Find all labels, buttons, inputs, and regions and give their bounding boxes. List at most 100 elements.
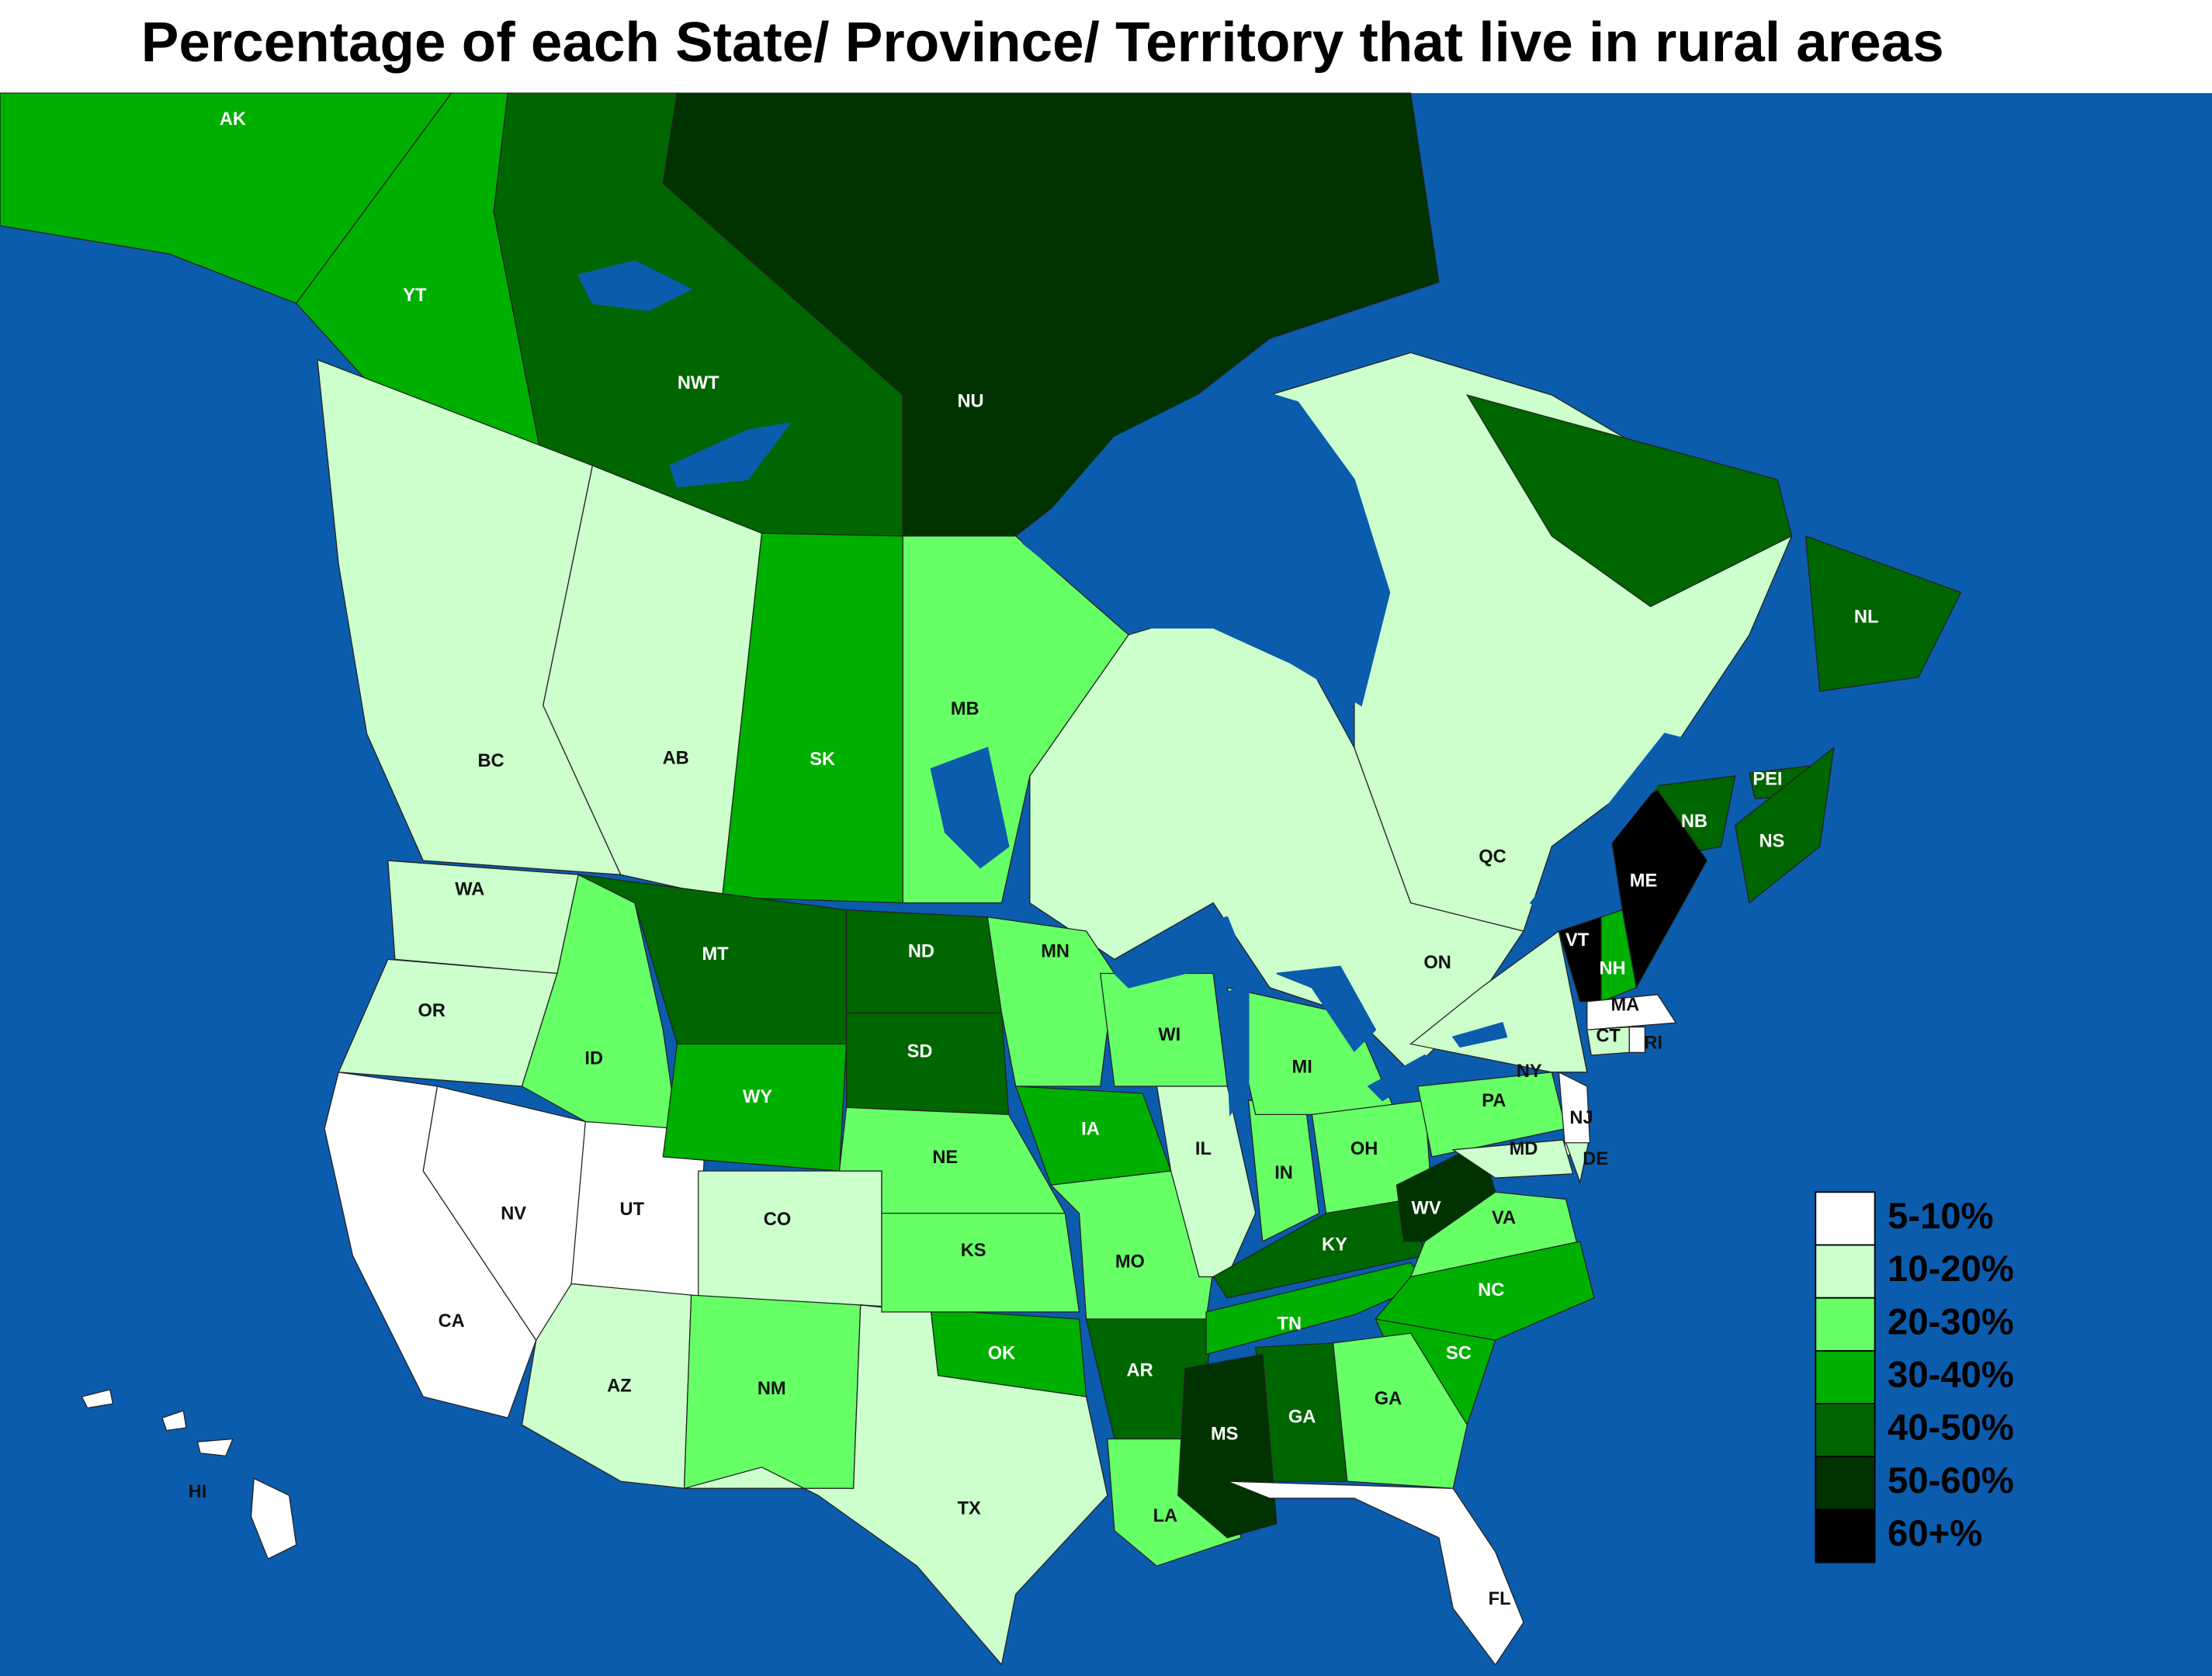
region-label: WI	[1158, 1025, 1181, 1045]
region-label: WY	[743, 1087, 772, 1107]
region-label: OR	[418, 1001, 445, 1021]
region-shape	[1177, 1353, 1278, 1539]
region-shape	[387, 860, 579, 975]
region-label: WA	[455, 880, 484, 900]
region-shape	[845, 1012, 1010, 1116]
legend-swatch	[1815, 1297, 1876, 1352]
lake-superior	[1113, 916, 1243, 989]
region-shape	[698, 1170, 882, 1313]
legend-swatch	[1815, 1403, 1876, 1458]
legend-label: 60+%	[1888, 1513, 1982, 1554]
region-shape	[1628, 1027, 1645, 1053]
legend-label: 5-10%	[1888, 1196, 1994, 1237]
region-label: NE	[932, 1148, 958, 1168]
region-shape	[1465, 394, 1793, 608]
region-label: MN	[1041, 942, 1070, 962]
region-label: PA	[1482, 1091, 1506, 1111]
region-shape	[1734, 746, 1835, 904]
region-label: SD	[907, 1042, 933, 1062]
region-shape	[1558, 1071, 1591, 1158]
region-label: AZ	[607, 1376, 631, 1397]
region-label: HI	[189, 1482, 207, 1502]
lake-huron	[1276, 965, 1377, 1052]
legend-swatch	[1815, 1508, 1876, 1563]
region-shape	[1227, 1480, 1524, 1666]
map-title: Percentage of each State/ Province/ Terr…	[141, 11, 1944, 74]
region-label: MD	[1510, 1139, 1538, 1159]
region-shape	[0, 92, 452, 304]
region-label: MI	[1292, 1058, 1312, 1078]
region-label: AR	[1127, 1361, 1153, 1381]
region-label: TN	[1278, 1314, 1302, 1335]
region-label: DE	[1583, 1149, 1608, 1169]
region-shape	[81, 1389, 114, 1409]
region-label: WV	[1412, 1198, 1441, 1218]
lake-ontario	[1451, 1022, 1508, 1048]
region-label: CO	[764, 1210, 791, 1230]
region-label: BC	[477, 751, 504, 771]
legend-label: 30-40%	[1888, 1354, 2014, 1395]
region-label: OH	[1350, 1139, 1378, 1159]
legend-label: 20-30%	[1888, 1301, 2014, 1342]
region-label: MO	[1115, 1252, 1145, 1273]
region-label: CT	[1596, 1027, 1621, 1047]
region-label: NS	[1759, 832, 1784, 852]
region-label: NM	[758, 1379, 786, 1399]
lake-erie	[1367, 1054, 1441, 1102]
legend-label: 40-50%	[1888, 1408, 2014, 1449]
region-shape	[521, 874, 678, 1130]
region-shape	[662, 1043, 848, 1172]
region-label: NV	[501, 1204, 526, 1224]
region-label: MB	[951, 699, 979, 719]
region-label: SC	[1446, 1344, 1472, 1364]
region-label: ON	[1423, 953, 1451, 973]
region-label: YT	[403, 286, 427, 306]
water-bodies	[577, 260, 1694, 1117]
region-shape	[1805, 535, 1962, 692]
region-shape	[250, 1477, 297, 1560]
region-label: QC	[1479, 847, 1506, 867]
region-label: VT	[1565, 930, 1590, 951]
region-label: SK	[810, 750, 835, 770]
region-label: ID	[584, 1049, 603, 1069]
region-label: KS	[961, 1241, 986, 1261]
region-label: AK	[220, 109, 246, 130]
regions	[0, 92, 1962, 1666]
region-label: RI	[1644, 1034, 1662, 1054]
region-label: FL	[1489, 1589, 1511, 1609]
legend-swatch	[1815, 1191, 1876, 1246]
region-label: NJ	[1569, 1108, 1593, 1128]
region-shape	[1565, 1142, 1590, 1184]
st-lawrence	[1529, 732, 1694, 919]
region-label: AB	[663, 748, 689, 768]
region-label: IA	[1081, 1120, 1100, 1140]
region-shape	[543, 465, 763, 899]
region-label: NWT	[678, 373, 719, 393]
region-label: ME	[1630, 871, 1657, 892]
region-labels: AK YT NWT NU BC AB SK MB ON QC NL NB PEI NS WA OR CA NV UT…	[189, 109, 1879, 1609]
region-label: KY	[1322, 1235, 1347, 1255]
legend: 5-10% 10-20% 20-30% 30-40% 40-50% 50-60% 60+%	[1815, 1191, 2014, 1563]
region-shape	[161, 1410, 187, 1432]
region-label: GA	[1288, 1408, 1316, 1428]
region-label: CA	[439, 1311, 465, 1331]
region-label: NC	[1478, 1280, 1504, 1300]
region-shape	[1586, 994, 1677, 1030]
region-shape	[196, 1438, 234, 1457]
region-label: GA	[1375, 1389, 1402, 1409]
region-label: OK	[988, 1344, 1015, 1364]
great-slave-lake	[669, 422, 792, 488]
region-label: NB	[1681, 812, 1708, 832]
region-label: NU	[957, 391, 983, 411]
region-shape	[1374, 1241, 1595, 1341]
region-shape	[1205, 1262, 1426, 1356]
legend-swatch	[1815, 1456, 1876, 1511]
region-shape	[1332, 1332, 1468, 1489]
lake-michigan	[1223, 979, 1250, 1117]
region-label: NH	[1599, 958, 1625, 978]
region-label: IL	[1195, 1139, 1212, 1159]
region-shape	[881, 1213, 1080, 1313]
legend-swatch	[1815, 1350, 1876, 1404]
